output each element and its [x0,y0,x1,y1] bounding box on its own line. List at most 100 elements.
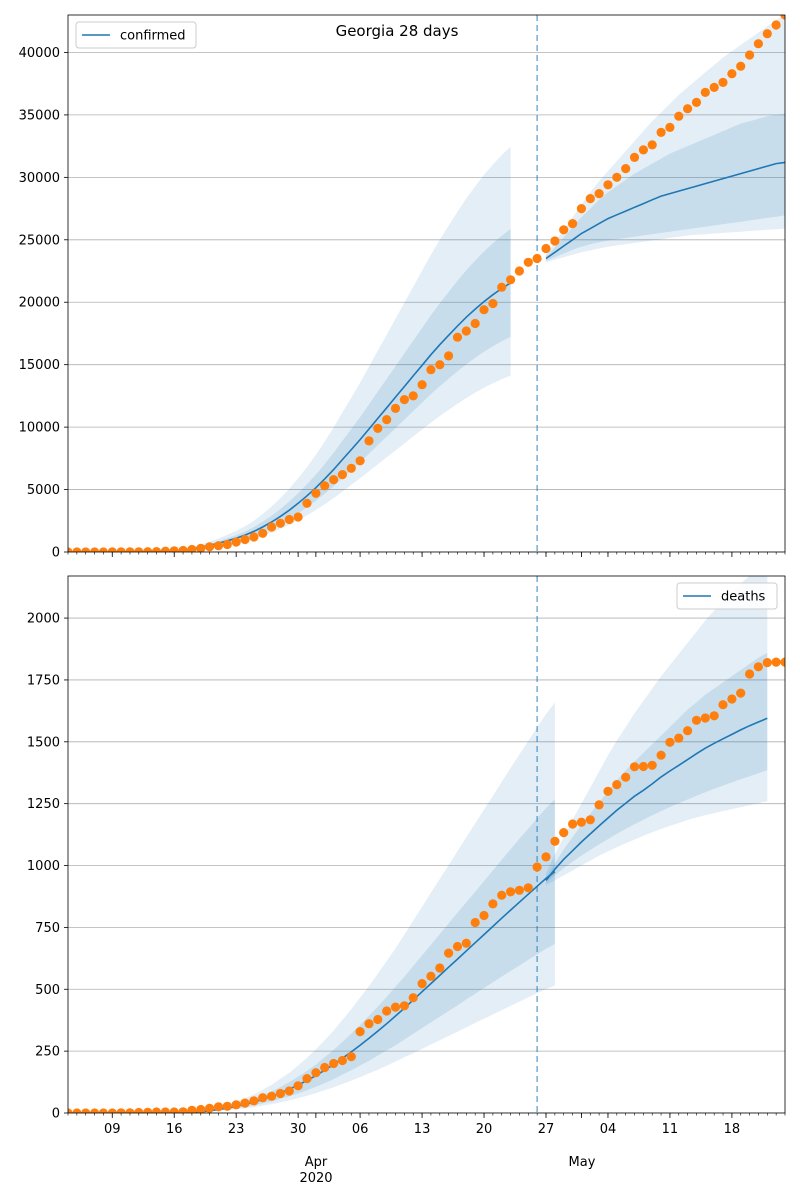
deaths-observed-point [691,715,702,725]
deaths-observed-point [435,963,445,973]
confirmed-observed-point [346,463,356,473]
x-tick-label: 11 [662,1122,679,1137]
confirmed-forecast-outer-band [546,15,785,263]
confirmed-observed-point [753,39,764,49]
confirmed-observed-point [718,77,728,87]
deaths-observed-point [665,737,675,747]
deaths-observed-point [780,657,785,667]
confirmed-observed-point [337,470,347,480]
confirmed-y-tick-label: 25000 [19,233,60,248]
deaths-observed-point [479,910,489,921]
confirmed-observed-point [178,545,188,552]
deaths-observed-point [143,1107,153,1113]
confirmed-observed-point [665,122,675,132]
confirmed-y-tick-label: 35000 [19,108,60,123]
confirmed-observed-point [452,332,463,342]
deaths-observed-point [683,726,693,736]
confirmed-observed-point [506,275,516,285]
x-tick-label: 23 [228,1122,245,1137]
deaths-y-tick-label: 250 [35,1045,60,1060]
deaths-observed-point [337,1055,347,1066]
confirmed-observed-point [72,547,82,552]
deaths-observed-point [656,750,666,760]
confirmed-observed-point [674,111,684,121]
deaths-observed-point [222,1101,232,1111]
confirmed-y-tick-label: 40000 [19,46,60,61]
confirmed-observed-point [488,298,498,309]
confirmed-observed-point [160,546,170,552]
deaths-observed-point [249,1096,259,1106]
deaths-observed-point [258,1093,268,1103]
confirmed-observed-point [107,547,117,552]
deaths-panel: 0 250 500 750 1000 1250 1500 1750 2000 09 16 23 30 06… [27,575,786,1137]
deaths-observed-point [196,1104,206,1113]
confirmed-observed-point [125,547,135,552]
confirmed-observed-point [612,172,622,182]
confirmed-observed-point [329,475,339,485]
deaths-legend-box [676,582,778,610]
confirmed-observed-point [691,97,702,107]
deaths-observed-point [638,761,649,772]
confirmed-observed-point [399,395,409,405]
deaths-legend: deaths [676,582,778,610]
deaths-observed-point [284,1086,294,1096]
confirmed-observed-point [585,194,595,204]
confirmed-observed-point [709,82,719,92]
deaths-observed-point [444,948,454,958]
confirmed-observed-point [68,547,73,552]
confirmed-observed-point [222,539,232,550]
confirmed-observed-point [382,415,392,425]
month-label-apr: Apr [305,1155,328,1170]
confirmed-observed-point [621,164,631,174]
confirmed-observed-point [532,253,542,264]
deaths-observed-point [594,800,604,810]
x-tick-label: 30 [290,1122,307,1137]
confirmed-observed-point [390,403,401,413]
deaths-forecast-line [545,717,768,881]
deaths-y-tick-label: 1000 [27,859,60,874]
confirmed-observed-point [435,360,445,370]
confirmed-observed-point [275,518,285,528]
x-tick-label: 20 [476,1122,493,1137]
confirmed-observed-point [727,69,737,79]
deaths-fit-inner-band [68,799,555,1113]
deaths-observed-point [346,1052,356,1062]
confirmed-observed-point [576,204,587,214]
deaths-observed-point [753,662,764,672]
deaths-observed-point [90,1108,100,1113]
deaths-observed-point [408,993,418,1003]
deaths-observed-point [98,1108,108,1113]
confirmed-fit-outer-band [68,146,511,552]
deaths-observed-point [160,1107,170,1113]
confirmed-plot-area [68,15,785,552]
deaths-observed-point [187,1105,197,1113]
confirmed-observed-point [745,50,755,60]
confirmed-observed-point [603,180,613,190]
deaths-legend-label: deaths [721,590,766,605]
confirmed-observed-point [523,257,533,267]
deaths-observed-point [700,713,710,723]
deaths-axes-frame [67,575,786,1114]
confirmed-observed-point [231,537,241,547]
deaths-observed-point [541,852,551,862]
confirmed-observed-point [196,543,206,552]
deaths-y-tick-label: 1250 [27,797,60,812]
confirmed-observed-point [408,391,418,401]
deaths-observed-point [81,1108,91,1113]
deaths-observed-point [559,828,569,838]
deaths-observed-point [514,885,525,895]
deaths-observed-point [134,1107,144,1113]
month-label-may: May [569,1155,596,1170]
confirmed-forecast-inner-band [546,113,785,261]
deaths-observed-point [205,1103,215,1113]
confirmed-observed-point [541,243,551,254]
confirmed-observed-point [568,219,578,229]
shared-x-axis: Apr 2020 May [299,1155,595,1186]
deaths-observed-point [506,887,516,897]
deaths-observed-point [497,890,507,900]
deaths-observed-point [576,817,587,827]
confirmed-observed-point [98,547,108,552]
deaths-observed-point [585,815,595,825]
confirmed-observed-point [213,541,224,551]
